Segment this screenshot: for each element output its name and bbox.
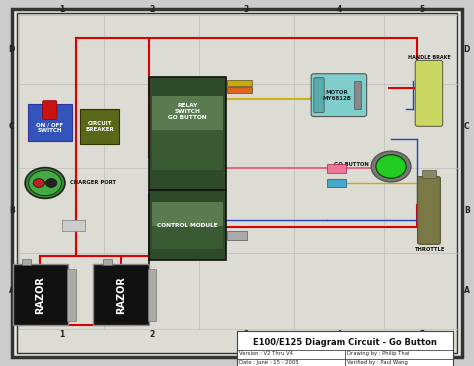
Text: RELAY
SWITCH
GO BUTTON: RELAY SWITCH GO BUTTON: [168, 103, 207, 120]
Text: Verified by : Paul Wang: Verified by : Paul Wang: [347, 360, 408, 365]
Text: D: D: [9, 45, 15, 54]
FancyBboxPatch shape: [314, 78, 324, 113]
FancyBboxPatch shape: [102, 259, 112, 265]
FancyBboxPatch shape: [311, 74, 367, 116]
Text: CONTROL MODULE: CONTROL MODULE: [157, 223, 218, 228]
FancyBboxPatch shape: [93, 264, 148, 325]
Text: 3: 3: [244, 330, 249, 339]
FancyBboxPatch shape: [43, 101, 57, 119]
Text: MOTOR
MY6812B: MOTOR MY6812B: [322, 90, 351, 101]
FancyBboxPatch shape: [149, 78, 226, 190]
FancyBboxPatch shape: [149, 190, 226, 260]
FancyBboxPatch shape: [227, 231, 247, 240]
FancyBboxPatch shape: [237, 331, 453, 366]
Circle shape: [376, 155, 406, 178]
Text: A: A: [464, 287, 470, 295]
FancyBboxPatch shape: [227, 87, 252, 93]
Text: Drawing by : Philip Thai: Drawing by : Philip Thai: [347, 351, 410, 356]
FancyBboxPatch shape: [152, 226, 223, 249]
Text: D: D: [464, 45, 470, 54]
FancyBboxPatch shape: [327, 164, 346, 173]
Text: CHARGER PORT: CHARGER PORT: [70, 180, 116, 186]
FancyBboxPatch shape: [152, 96, 223, 144]
Text: RAZOR: RAZOR: [35, 276, 46, 314]
Text: CIRCUIT
BREAKER: CIRCUIT BREAKER: [85, 121, 114, 132]
Circle shape: [46, 179, 57, 187]
Circle shape: [25, 168, 65, 198]
FancyBboxPatch shape: [415, 60, 443, 126]
Text: ON / OFF
SWITCH: ON / OFF SWITCH: [36, 123, 64, 134]
Text: Date : June - 15 - 2005: Date : June - 15 - 2005: [239, 360, 299, 365]
FancyBboxPatch shape: [17, 13, 457, 353]
FancyBboxPatch shape: [355, 81, 361, 109]
FancyBboxPatch shape: [152, 202, 223, 232]
Circle shape: [29, 171, 61, 195]
FancyBboxPatch shape: [63, 220, 84, 231]
Text: B: B: [9, 206, 15, 215]
FancyBboxPatch shape: [422, 170, 436, 179]
Text: A: A: [9, 287, 15, 295]
FancyBboxPatch shape: [13, 264, 68, 325]
Text: 2: 2: [149, 330, 155, 339]
FancyBboxPatch shape: [80, 108, 119, 144]
Text: HANDLE BRAKE: HANDLE BRAKE: [408, 55, 450, 60]
Text: B: B: [464, 206, 470, 215]
Text: C: C: [464, 122, 470, 131]
Circle shape: [371, 151, 411, 182]
Text: Version : V2 Thru V4: Version : V2 Thru V4: [239, 351, 293, 356]
Text: GO BUTTON: GO BUTTON: [334, 162, 369, 167]
FancyBboxPatch shape: [327, 179, 346, 187]
Circle shape: [33, 179, 45, 187]
Text: 2: 2: [149, 5, 155, 14]
FancyBboxPatch shape: [227, 80, 252, 86]
FancyBboxPatch shape: [12, 9, 462, 357]
FancyBboxPatch shape: [28, 104, 72, 141]
Text: 5: 5: [419, 330, 424, 339]
FancyBboxPatch shape: [418, 176, 440, 244]
Text: 3: 3: [244, 5, 249, 14]
FancyBboxPatch shape: [148, 269, 156, 321]
Text: C: C: [9, 122, 15, 131]
Text: 5: 5: [419, 5, 424, 14]
FancyBboxPatch shape: [67, 269, 76, 321]
Text: 1: 1: [59, 5, 64, 14]
FancyBboxPatch shape: [22, 259, 31, 265]
Text: 4: 4: [336, 330, 342, 339]
Text: RAZOR: RAZOR: [116, 276, 126, 314]
Text: 1: 1: [59, 330, 64, 339]
Text: THROTTLE: THROTTLE: [414, 247, 444, 251]
Text: 4: 4: [336, 5, 342, 14]
Text: E100/E125 Diagram Circuit - Go Button: E100/E125 Diagram Circuit - Go Button: [253, 338, 437, 347]
FancyBboxPatch shape: [152, 130, 223, 170]
